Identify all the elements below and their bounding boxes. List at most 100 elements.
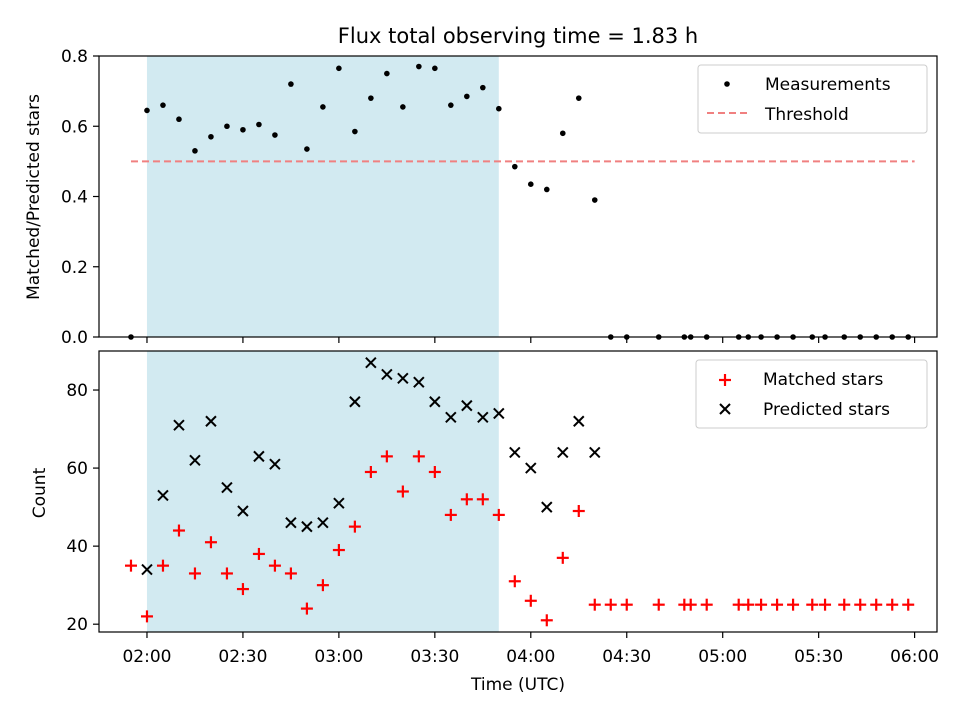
measurement-point: [559, 130, 566, 137]
predicted-star-marker: [157, 489, 169, 502]
predicted-star-marker: [509, 446, 521, 459]
x-b: [253, 450, 265, 463]
x-axis-label: Time (UTC): [470, 675, 565, 695]
x-tick-label: 06:00: [890, 647, 939, 667]
predicted-star-marker: [557, 446, 569, 459]
predicted-star-marker: [189, 454, 201, 466]
y-tick-label: 0.8: [61, 47, 88, 67]
x-b: [141, 563, 153, 576]
matched-star-marker: [284, 567, 297, 580]
x-b: [589, 446, 601, 459]
y-tick-label: 80: [66, 381, 88, 401]
x-b: [333, 497, 345, 509]
measurement-point: [543, 186, 550, 193]
measurement-point: [304, 146, 310, 152]
measurement-point: [208, 133, 214, 140]
predicted-star-marker: [221, 481, 233, 494]
matched-star-marker: [556, 551, 569, 564]
measurement-point: [224, 123, 230, 130]
x-b: [573, 415, 585, 427]
matched-star-marker: [755, 598, 768, 611]
predicted-star-marker: [173, 419, 185, 431]
predicted-star-marker: [541, 501, 553, 513]
x-tick-label: 05:30: [794, 647, 843, 667]
x-b: [461, 399, 473, 412]
x-b: [429, 396, 441, 408]
matched-star-marker: [588, 598, 601, 611]
y-tick-label: 40: [66, 537, 88, 557]
legend-predicted-marker: [719, 403, 731, 415]
matched-star-marker: [742, 598, 755, 611]
legend-threshold-label: Threshold: [764, 105, 849, 125]
matched-star-marker: [492, 508, 505, 521]
x-b: [285, 517, 297, 529]
matched-star-marker: [771, 598, 784, 611]
legend-matched-marker: [719, 374, 731, 386]
y-tick-label: 20: [66, 615, 88, 635]
matched-star-marker: [428, 465, 441, 478]
matched-star-marker: [300, 602, 313, 615]
predicted-star-marker: [285, 517, 297, 529]
predicted-star-marker: [141, 563, 153, 576]
x-b: [413, 376, 425, 388]
matched-star-marker: [886, 598, 899, 611]
bottom-legend-box: [695, 359, 928, 429]
bottom-y-ticks: 20 40 60 80: [66, 381, 99, 635]
measurement-point: [575, 95, 582, 101]
matched-star-marker: [156, 559, 169, 572]
measurement-point: [368, 95, 374, 101]
predicted-star-marker: [573, 415, 585, 427]
matched-star-marker: [604, 598, 617, 611]
matched-star-marker: [572, 505, 585, 518]
legend-measurements-label: Measurements: [765, 75, 891, 95]
measurement-point: [320, 104, 326, 110]
x-b: [365, 357, 377, 369]
predicted-star-marker: [237, 505, 249, 517]
matched-star-marker: [444, 508, 457, 521]
x-b: [509, 446, 521, 459]
predicted-star-marker: [461, 399, 473, 412]
matched-star-marker: [819, 598, 832, 611]
matched-star-marker: [902, 598, 915, 611]
predicted-star-marker: [269, 458, 281, 470]
matched-star-marker: [188, 567, 201, 580]
matched-star-marker: [268, 559, 281, 572]
measurement-point: [464, 93, 470, 100]
top-legend-box: [697, 64, 928, 134]
x-tick-label: 02:00: [122, 647, 171, 667]
x-b: [445, 411, 457, 424]
predicted-star-marker: [429, 396, 441, 408]
y-tick-label: 0.4: [61, 188, 88, 208]
observing-span-top: [146, 56, 499, 337]
measurement-point: [256, 121, 262, 128]
x-b: [157, 489, 169, 502]
matched-star-marker: [854, 598, 867, 611]
x-b: [557, 446, 569, 459]
x-tick-label: 04:30: [602, 647, 651, 667]
measurement-point: [288, 81, 294, 87]
matched-star-marker: [412, 450, 425, 463]
matched-star-marker: [380, 450, 393, 463]
matched-star-marker: [332, 544, 345, 557]
y-tick-label: 0.0: [61, 328, 88, 348]
matched-star-marker: [524, 594, 537, 607]
measurement-point: [160, 102, 166, 108]
measurement-point: [448, 102, 454, 108]
x-tick-label: 02:30: [218, 647, 267, 667]
predicted-star-marker: [253, 450, 265, 463]
x-b: [301, 520, 313, 533]
x-b: [525, 462, 537, 474]
predicted-star-marker: [589, 446, 601, 459]
measurement-point: [192, 148, 198, 154]
matched-star-marker: [476, 493, 489, 506]
measurement-point: [512, 163, 518, 170]
measurement-point: [352, 128, 358, 135]
figure-title: Flux total observing time = 1.83 h: [338, 24, 698, 48]
matched-star-marker: [460, 493, 473, 506]
bottom-axes-frame: [98, 350, 938, 633]
bottom-y-axis-label: Count: [30, 467, 50, 518]
observing-span-rect: [146, 56, 499, 337]
x-b: [397, 372, 409, 385]
x-b: [237, 505, 249, 517]
